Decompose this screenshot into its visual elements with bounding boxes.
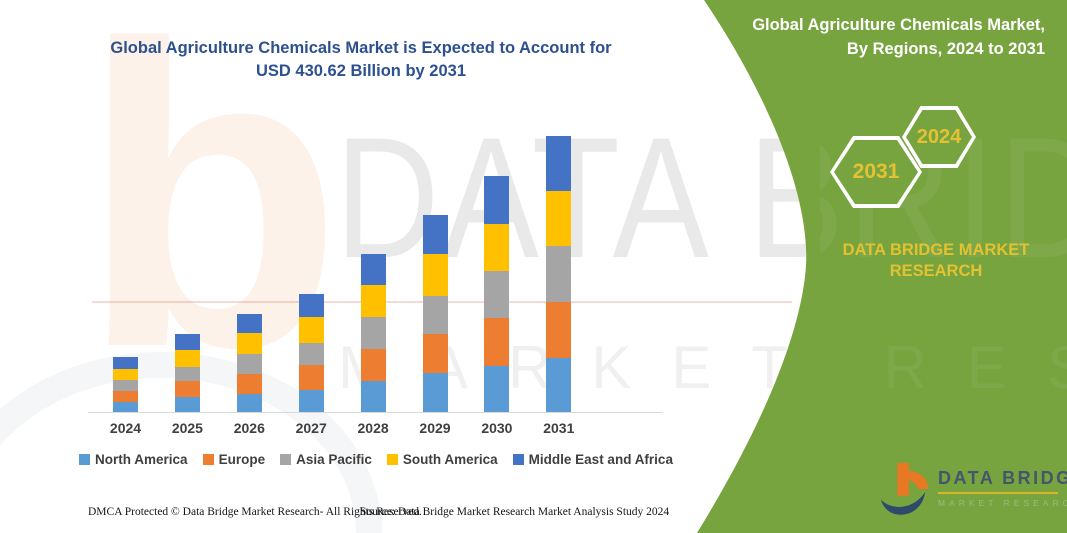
logo-name-text: DATA BRIDGE xyxy=(938,468,1067,488)
bar-segment-asia-pacific xyxy=(360,316,386,350)
legend-label: South America xyxy=(402,452,498,467)
legend-label: North America xyxy=(95,452,188,467)
databridge-logo-icon xyxy=(880,462,929,515)
bar-segment-north-america xyxy=(360,381,386,412)
panel-title: Global Agriculture Chemicals Market, By … xyxy=(705,13,1045,61)
chart-legend: North America Europe Asia Pacific South Ame… xyxy=(79,452,673,467)
bar-segment-middle-east-and-africa xyxy=(360,254,386,286)
bar-segment-south-america xyxy=(360,285,386,317)
bar-2028 xyxy=(360,254,386,412)
bar-segment-south-america xyxy=(236,332,262,354)
bar-2026 xyxy=(236,313,262,412)
x-axis-label-2025: 2025 xyxy=(171,420,203,436)
year-badge-2031-label: 2031 xyxy=(852,160,900,183)
bar-segment-asia-pacific xyxy=(484,271,510,318)
legend-swatch xyxy=(79,454,91,465)
bar-segment-europe xyxy=(360,349,386,381)
bar-segment-asia-pacific xyxy=(546,246,572,303)
bar-segment-south-america xyxy=(174,350,200,367)
bar-2025 xyxy=(174,333,200,412)
bar-segment-south-america xyxy=(113,368,138,380)
x-axis-label-2030: 2030 xyxy=(481,420,513,436)
bar-segment-north-america xyxy=(236,394,262,412)
x-axis-label-2031: 2031 xyxy=(543,420,575,436)
bar-segment-north-america xyxy=(298,390,324,412)
legend-swatch xyxy=(512,454,524,465)
logo-underline xyxy=(938,492,1058,494)
bar-segment-europe xyxy=(174,381,200,397)
databridge-logo: DATA BRIDGE MARKET RESEARCH xyxy=(876,456,1067,526)
year-badge-2024-label: 2024 xyxy=(916,125,962,148)
legend-item-asia-pacific: Asia Pacific xyxy=(280,452,372,467)
bar-segment-asia-pacific xyxy=(422,296,448,335)
legend-label: Europe xyxy=(218,452,266,467)
bar-segment-middle-east-and-africa xyxy=(298,294,324,317)
bar-segment-europe xyxy=(546,302,572,358)
bar-segment-north-america xyxy=(113,402,138,412)
x-axis-label-2027: 2027 xyxy=(295,420,327,436)
bar-segment-asia-pacific xyxy=(236,353,262,375)
bar-segment-south-america xyxy=(484,224,510,272)
legend-label: Middle East and Africa xyxy=(528,452,673,467)
bar-segment-asia-pacific xyxy=(113,379,138,391)
bar-segment-europe xyxy=(484,317,510,366)
bar-2030 xyxy=(484,176,510,412)
source-citation-text: Source: Data Bridge Market Research Mark… xyxy=(360,506,670,518)
bar-2027 xyxy=(298,294,324,412)
x-axis-label-2028: 2028 xyxy=(357,420,389,436)
bar-segment-europe xyxy=(113,391,138,402)
x-axis-label-2024: 2024 xyxy=(109,420,142,436)
bar-2024 xyxy=(113,357,138,412)
panel-title-line1: Global Agriculture Chemicals Market, xyxy=(752,16,1045,34)
bar-segment-south-america xyxy=(546,191,572,247)
bar-segment-south-america xyxy=(298,316,324,343)
bar-segment-south-america xyxy=(422,253,448,297)
dmca-copyright-text: DMCA Protected © Data Bridge Market Rese… xyxy=(88,506,422,518)
x-axis-label-2026: 2026 xyxy=(233,420,265,436)
page-title: Global Agriculture Chemicals Market is E… xyxy=(85,37,637,83)
bar-segment-middle-east-and-africa xyxy=(113,357,138,369)
bar-2029 xyxy=(422,214,448,412)
x-axis-label-2029: 2029 xyxy=(419,420,451,436)
legend-item-north-america: North America xyxy=(79,452,188,467)
legend-swatch xyxy=(386,454,398,465)
panel-title-line2: By Regions, 2024 to 2031 xyxy=(846,40,1045,58)
legend-label: Asia Pacific xyxy=(296,452,372,467)
legend-swatch xyxy=(202,454,214,465)
bar-segment-asia-pacific xyxy=(298,342,324,366)
bar-segment-north-america xyxy=(174,397,200,412)
bar-segment-europe xyxy=(298,365,324,391)
bar-segment-north-america xyxy=(484,366,510,412)
bar-segment-asia-pacific xyxy=(174,367,200,381)
legend-item-south-america: South America xyxy=(386,452,498,467)
logo-subtitle-text: MARKET RESEARCH xyxy=(938,498,1067,508)
page-title-line2: USD 430.62 Billion by 2031 xyxy=(255,62,466,80)
bar-segment-north-america xyxy=(546,357,572,412)
bar-2031 xyxy=(546,136,572,412)
legend-item-europe: Europe xyxy=(202,452,266,467)
legend-swatch xyxy=(280,454,292,465)
bar-segment-middle-east-and-africa xyxy=(174,333,200,350)
bar-segment-middle-east-and-africa xyxy=(546,136,572,192)
bar-segment-europe xyxy=(422,334,448,373)
page-title-line1: Global Agriculture Chemicals Market is E… xyxy=(110,39,612,57)
bar-segment-middle-east-and-africa xyxy=(422,214,448,254)
bar-segment-middle-east-and-africa xyxy=(484,176,510,225)
bar-segment-north-america xyxy=(422,372,448,412)
bar-segment-europe xyxy=(236,374,262,395)
bar-segment-middle-east-and-africa xyxy=(236,313,262,333)
legend-item-middle-east-and-africa: Middle East and Africa xyxy=(512,452,673,467)
stacked-bar-chart: 2024 2025 2026 2027 2028 2029 2030 2031 xyxy=(88,118,663,436)
brand-wordmark: DATA BRIDGE MARKET RESEARCH xyxy=(842,241,1030,280)
